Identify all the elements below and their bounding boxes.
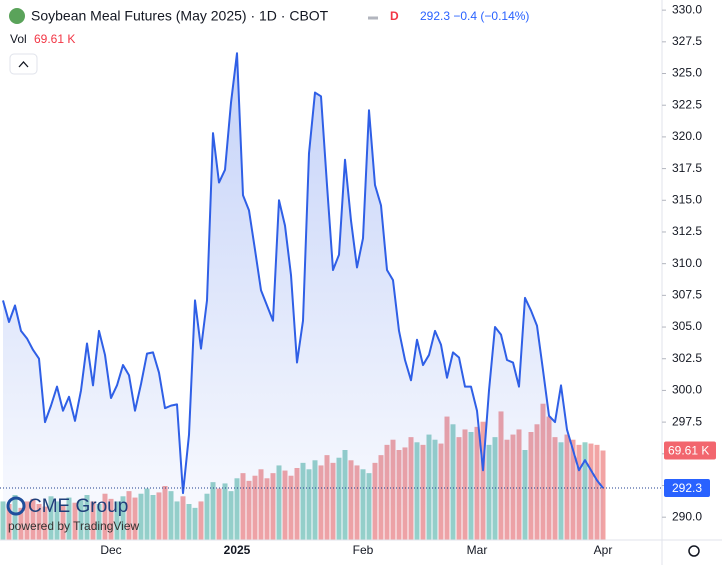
area: [3, 53, 603, 540]
last-volume-box: [664, 441, 716, 460]
volume-title: Vol: [10, 32, 27, 46]
price-line: [2, 52, 604, 495]
y-tick-label: 330.0: [672, 2, 702, 16]
y-tick-label: 315.0: [672, 192, 702, 206]
x-tick-label: Feb: [353, 543, 374, 557]
x-tick-label: 2025: [224, 543, 251, 557]
chart-title: Soybean Meal Futures (May 2025) · 1D · C…: [31, 8, 329, 24]
last-volume-label: 69.61 K: [668, 444, 709, 458]
y-tick-label: 297.5: [672, 414, 702, 428]
logo-icon: [6, 496, 26, 516]
y-tick-label: 310.0: [672, 256, 702, 270]
y-tick-label: 312.5: [672, 224, 702, 238]
collapse-icon: [18, 61, 29, 68]
collapse-button[interactable]: [9, 53, 38, 75]
y-tick-label: 290.0: [672, 509, 702, 523]
x-tick-label: Dec: [100, 543, 121, 557]
quote: 292.3 −0.4 (−0.14%): [420, 9, 529, 23]
y-tick-label: 307.5: [672, 288, 702, 302]
settings-icon[interactable]: [688, 545, 700, 557]
powered-by: powered by TradingView: [8, 519, 140, 533]
x-tick-label: Apr: [594, 543, 613, 557]
y-tick-label: 327.5: [672, 34, 702, 48]
symbol-icon: [9, 8, 25, 24]
x-tick-label: Mar: [467, 543, 488, 557]
flag: D: [390, 9, 399, 23]
y-tick-label: 317.5: [672, 161, 702, 175]
y-tick-label: 322.5: [672, 97, 702, 111]
volume-value: 69.61 K: [34, 32, 75, 46]
y-tick-label: 302.5: [672, 351, 702, 365]
y-tick-label: 300.0: [672, 383, 702, 397]
y-tick-label: 320.0: [672, 129, 702, 143]
y-tick-label: 305.0: [672, 319, 702, 333]
logo: CME Group: [28, 496, 128, 517]
dot: ▬: [368, 12, 378, 23]
last-price-box: [664, 479, 710, 498]
last-price-label: 292.3: [672, 481, 702, 495]
y-tick-label: 325.0: [672, 66, 702, 80]
